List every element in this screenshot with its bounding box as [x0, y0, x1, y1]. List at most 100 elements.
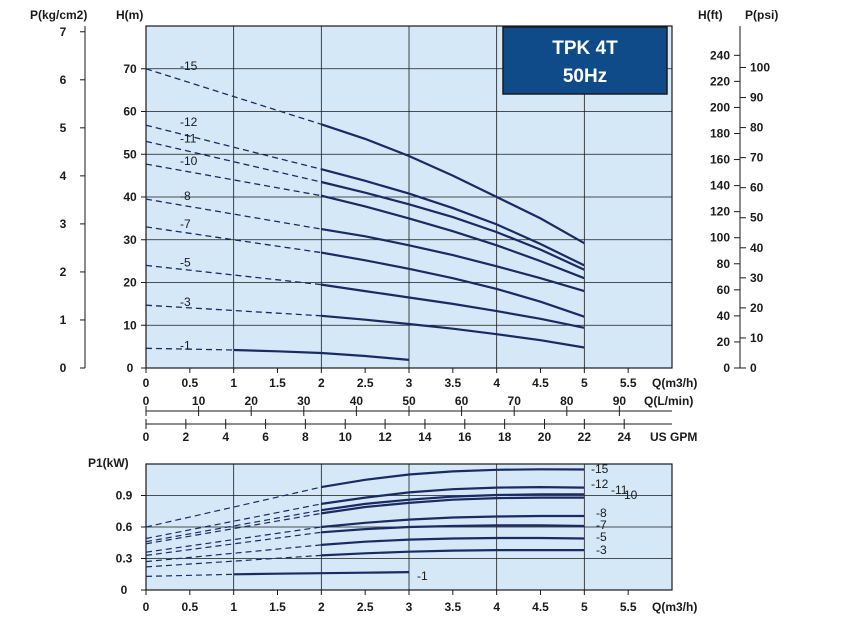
flow-usgpm-tick-label: 18	[498, 430, 512, 444]
pressure-kgcm2-tick-label: 3	[60, 217, 67, 231]
pressure-kgcm2-tick-label: 5	[60, 121, 67, 135]
flow-lmin-tick-label: 30	[297, 394, 311, 408]
power-curve-label: -7	[596, 518, 607, 532]
power-flow-tick-label: 0.5	[181, 600, 198, 614]
power-curve-label: -15	[591, 462, 609, 476]
power-axis-title: P1(kW)	[88, 456, 129, 470]
power-curve-11	[321, 493, 585, 512]
flow-m3h-tick-label: 1.5	[269, 376, 286, 390]
head-curve-label: -15	[180, 59, 198, 73]
head-ft-tick-label: 0	[723, 361, 730, 375]
power-curve-1	[233, 571, 410, 576]
head-curve-11	[321, 180, 585, 271]
model-badge-line-2: 50Hz	[563, 66, 607, 87]
flow-usgpm-tick-label: 12	[378, 430, 392, 444]
head-curve-label: -12	[180, 115, 198, 129]
flow-lmin-tick-label: 50	[402, 394, 416, 408]
power-flow-axis-title: Q(m3/h)	[652, 600, 697, 614]
flow-usgpm-tick-label: 0	[143, 430, 150, 444]
psi-tick-label: 80	[750, 121, 764, 135]
pressure-kgcm2-tick-label: 2	[60, 265, 67, 279]
head-m-tick-label: 20	[123, 276, 137, 290]
power-flow-tick-label: 2.5	[357, 600, 374, 614]
flow-m3h-tick-label: 3.5	[444, 376, 461, 390]
flow-lmin-tick-label: 80	[560, 394, 574, 408]
power-curve-7	[321, 524, 585, 534]
head-curve-8	[321, 228, 585, 293]
flow-usgpm-tick-label: 20	[538, 430, 552, 444]
head-curve-label: -10	[180, 154, 198, 168]
flow-usgpm-tick-label: 6	[262, 430, 269, 444]
flow-lmin-tick-label: 60	[455, 394, 469, 408]
psi-tick-label: 30	[750, 271, 764, 285]
head-ft-axis-title: H(ft)	[698, 8, 723, 22]
power-flow-tick-label: 4.5	[532, 600, 549, 614]
power-flow-tick-label: 1.5	[269, 600, 286, 614]
head-curve-label: -7	[180, 217, 191, 231]
psi-tick-label: 100	[750, 60, 770, 74]
flow-lmin-axis-title: Q(L/min)	[644, 394, 693, 408]
head-curve-label: -1	[180, 338, 191, 352]
head-ft-tick-label: 100	[710, 231, 730, 245]
psi-tick-label: 60	[750, 181, 764, 195]
power-flow-tick-label: 3	[406, 600, 413, 614]
flow-usgpm-tick-label: 10	[339, 430, 353, 444]
head-ft-tick-label: 40	[717, 309, 731, 323]
head-m-tick-label: 10	[123, 318, 137, 332]
power-curve-label: 10	[624, 488, 638, 502]
flow-usgpm-axis-title: US GPM	[650, 430, 697, 444]
flow-m3h-tick-label: 3	[406, 376, 413, 390]
power-curve-5	[321, 536, 585, 546]
flow-lmin-tick-label: 70	[508, 394, 522, 408]
head-curve-10	[321, 194, 585, 280]
flow-m3h-axis-title: Q(m3/h)	[652, 376, 697, 390]
head-m-tick-label: 30	[123, 233, 137, 247]
head-curve-1	[233, 348, 410, 361]
head-curve-3	[321, 314, 585, 349]
flow-lmin-tick-label: 0	[143, 394, 150, 408]
head-curve-15	[320, 123, 585, 245]
power-curve-8	[321, 514, 585, 529]
flow-m3h-tick-label: 2.5	[357, 376, 374, 390]
head-ft-tick-label: 180	[710, 126, 730, 140]
head-ft-tick-label: 120	[710, 205, 730, 219]
head-ft-tick-label: 140	[710, 179, 730, 193]
pressure-kgcm2-axis-title: P(kg/cm2)	[30, 8, 87, 22]
flow-m3h-tick-label: 1	[230, 376, 237, 390]
flow-usgpm-tick-label: 14	[418, 430, 432, 444]
head-m-tick-label: 60	[123, 105, 137, 119]
head-m-tick-label: 70	[123, 62, 137, 76]
psi-tick-label: 20	[750, 301, 764, 315]
psi-tick-label: 50	[750, 211, 764, 225]
head-curve-dashed-15	[145, 68, 322, 125]
head-ft-tick-label: 20	[717, 335, 731, 349]
power-curve-label: -12	[591, 477, 609, 491]
model-badge	[502, 26, 668, 95]
pressure-kgcm2-tick-label: 0	[60, 361, 67, 375]
head-curve-label: -3	[180, 295, 191, 309]
power-curve-label: -5	[596, 530, 607, 544]
head-curve-5	[321, 283, 585, 329]
flow-usgpm-tick-label: 8	[302, 430, 309, 444]
head-curve-12	[321, 168, 585, 267]
pressure-kgcm2-tick-label: 7	[60, 25, 67, 39]
power-tick-label: 0	[121, 583, 128, 597]
flow-m3h-tick-label: 5	[581, 376, 588, 390]
head-ft-tick-label: 60	[717, 283, 731, 297]
flow-m3h-tick-label: 4.5	[532, 376, 549, 390]
psi-tick-label: 40	[750, 241, 764, 255]
flow-lmin-tick-label: 20	[245, 394, 259, 408]
power-curve-10	[321, 496, 585, 515]
head-ft-tick-label: 240	[710, 48, 730, 62]
power-curve-label: -8	[596, 506, 607, 520]
head-curves: -15 -12 -11 -10 -8 -7 -5 -3 -1	[145, 59, 585, 361]
flow-m3h-tick-label: 4	[493, 376, 500, 390]
flow-usgpm-tick-label: 2	[183, 430, 190, 444]
power-flow-tick-label: 1	[230, 600, 237, 614]
flow-m3h-tick-label: 5.5	[620, 376, 637, 390]
pressure-kgcm2-tick-label: 4	[60, 169, 67, 183]
flow-usgpm-tick-label: 24	[618, 430, 632, 444]
flow-m3h-tick-label: 0.5	[181, 376, 198, 390]
flow-lmin-tick-label: 90	[613, 394, 627, 408]
